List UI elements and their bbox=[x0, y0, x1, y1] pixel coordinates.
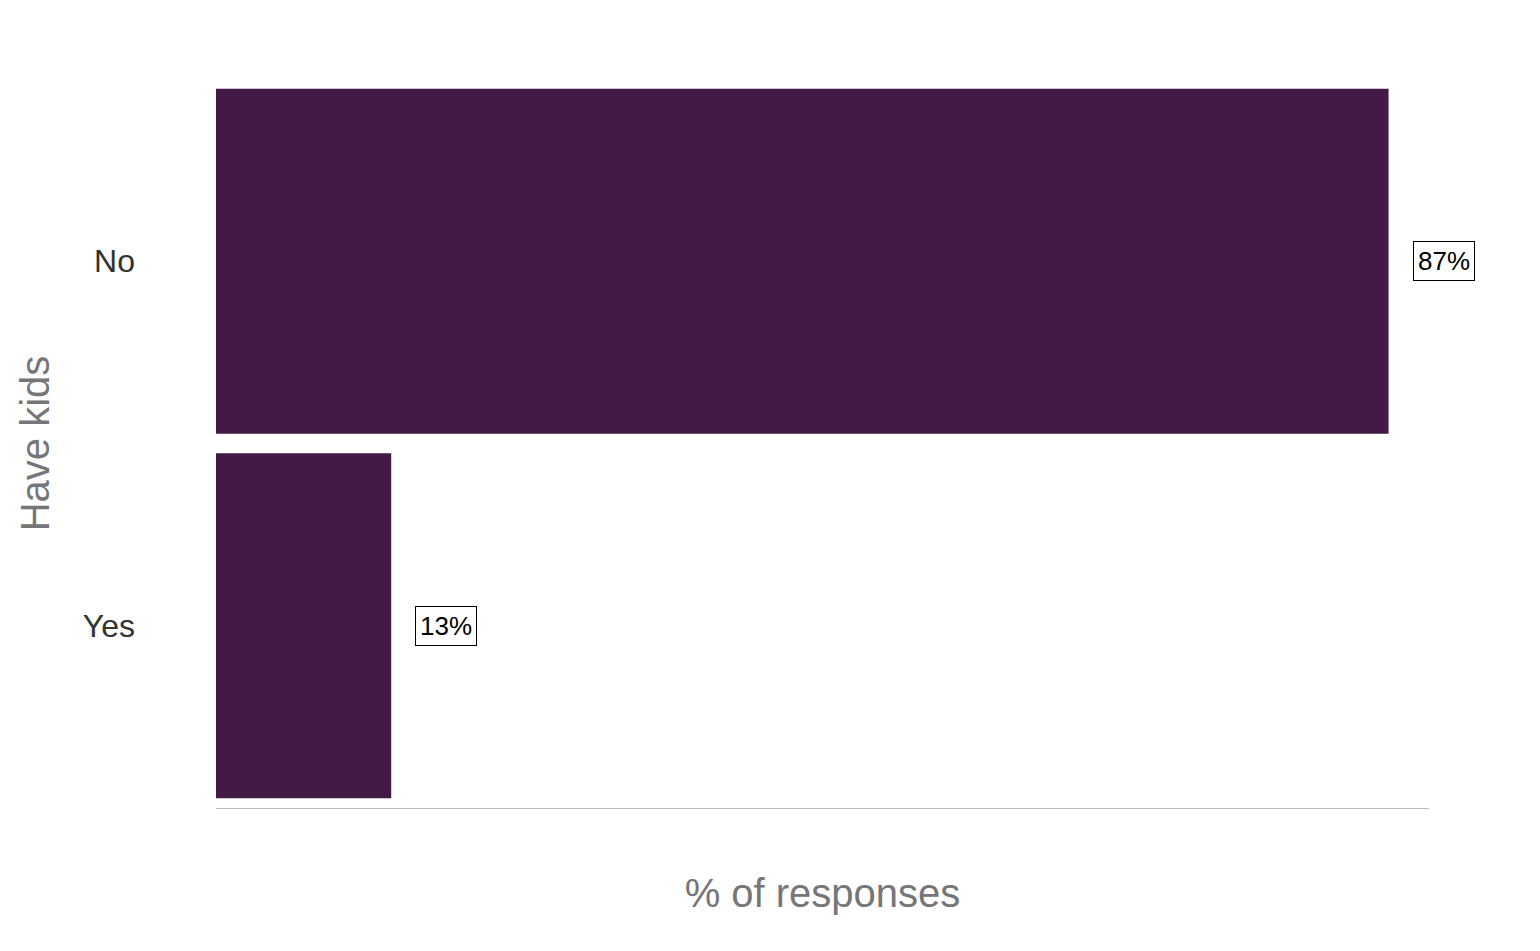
svg-text:Have kids: Have kids bbox=[13, 356, 57, 532]
svg-text:Yes: Yes bbox=[83, 608, 135, 644]
svg-text:13%: 13% bbox=[420, 611, 472, 641]
svg-text:No: No bbox=[94, 243, 135, 279]
svg-text:% of responses: % of responses bbox=[685, 871, 961, 915]
svg-text:87%: 87% bbox=[1418, 246, 1470, 276]
